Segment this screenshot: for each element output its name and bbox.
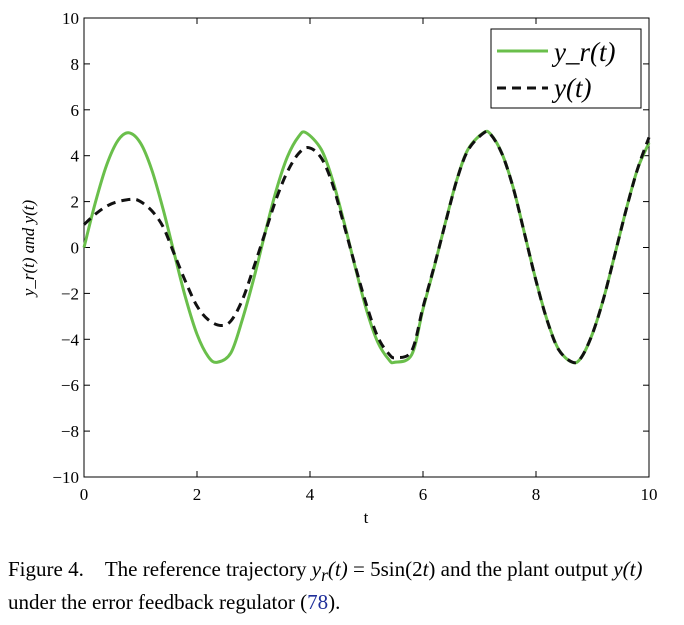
x-axis-label: t (364, 508, 369, 527)
y-axis-label: y_r(t) and y(t) (19, 200, 38, 299)
axis-ticks (83, 17, 650, 478)
tick-labels: 0 2 4 6 8 10 10 8 6 4 2 0 −2 −4 −6 −8 −10 (52, 9, 657, 504)
y-tick-label: 8 (71, 55, 80, 74)
legend-box (490, 28, 642, 109)
caption-yr-sub: r (321, 565, 328, 586)
caption-t-var: t (422, 557, 429, 581)
caption-y-arg: (t) (622, 557, 643, 581)
legend-label-yr: y_r(t) (551, 37, 615, 67)
legend: y_r(t) y(t) (490, 28, 642, 109)
y-tick-label: −4 (61, 330, 80, 349)
x-tick-label: 4 (306, 485, 315, 504)
y-tick-label: 10 (62, 9, 79, 28)
y-tick-label: −6 (61, 376, 79, 395)
x-tick-label: 8 (532, 485, 541, 504)
y-tick-label: 6 (71, 101, 80, 120)
caption-text-4: ). (328, 590, 341, 615)
series-line-y (82, 129, 651, 365)
legend-label-y: y(t) (551, 73, 591, 103)
caption-equation-ref[interactable]: 78 (307, 590, 329, 615)
caption-y: y (613, 557, 623, 581)
caption-text-3: under the error feedback regulator ( (8, 590, 308, 615)
line-chart: 0 2 4 6 8 10 10 8 6 4 2 0 −2 −4 −6 −8 −10 t y_r(t) and y… (19, 9, 658, 527)
y-tick-label: −8 (61, 422, 79, 441)
figure-caption: Figure 4. The reference trajectory yr(t)… (8, 556, 680, 616)
y-tick-label: 4 (71, 147, 80, 166)
caption-equals: = 5sin(2 (347, 557, 423, 581)
x-tick-label: 6 (419, 485, 428, 504)
y-tick-label: −2 (61, 284, 79, 303)
caption-yr: y (311, 557, 322, 581)
y-tick-label: 0 (71, 239, 80, 258)
series-lines (82, 129, 651, 365)
x-tick-label: 10 (641, 485, 658, 504)
caption-yr-arg: (t) (327, 557, 348, 581)
x-tick-label: 2 (193, 485, 202, 504)
caption-text-1: The reference trajectory (104, 557, 312, 581)
x-tick-label: 0 (80, 485, 89, 504)
caption-text-2: ) and the plant output (428, 557, 614, 581)
y-tick-label: −10 (52, 468, 79, 487)
caption-label: Figure 4. (8, 557, 84, 581)
y-tick-label: 2 (71, 193, 80, 212)
